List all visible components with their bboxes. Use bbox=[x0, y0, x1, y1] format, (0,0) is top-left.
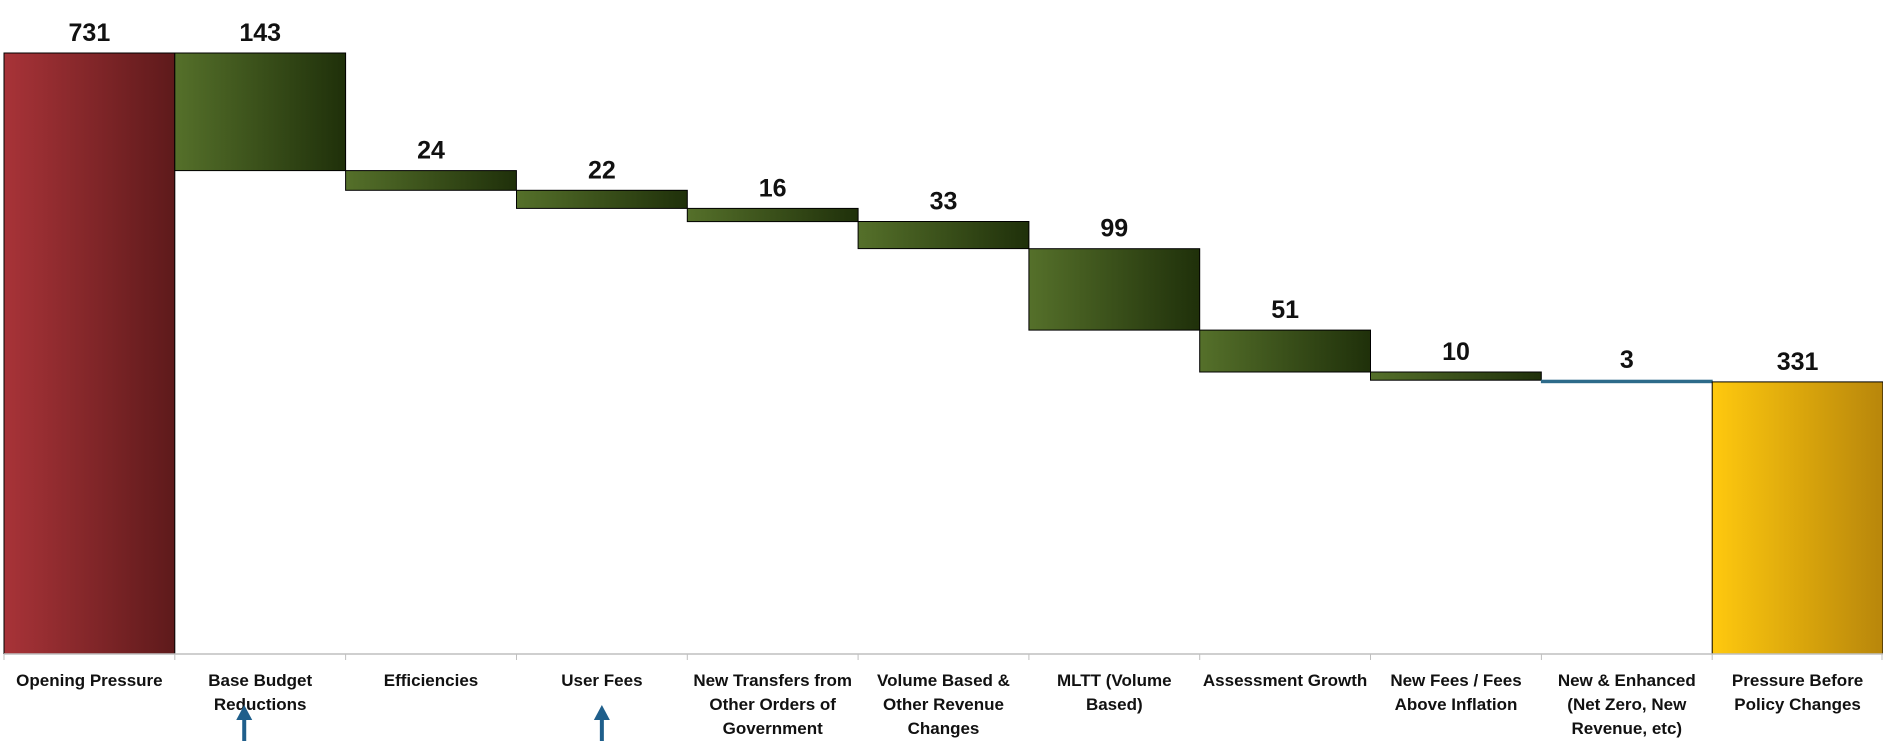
bar-base-budget-reductions bbox=[174, 52, 347, 172]
category-label-line: New Transfers from bbox=[693, 671, 852, 690]
value-label-mltt-volume-based: 99 bbox=[1100, 215, 1128, 243]
category-label-line: Government bbox=[723, 719, 823, 738]
bar-user-fees bbox=[516, 189, 688, 209]
category-label-assessment-growth: Assessment Growth bbox=[1203, 671, 1367, 690]
category-label-pressure-before-policy-changes: Pressure Before Policy Changes bbox=[1732, 671, 1863, 714]
category-label-line: Policy Changes bbox=[1734, 695, 1861, 714]
category-label-line: Pressure Before bbox=[1732, 671, 1863, 690]
bar-efficiencies bbox=[345, 170, 517, 191]
bar-new-enhanced-net-zero-new-revenue-etc bbox=[1540, 379, 1713, 384]
category-label-line: Assessment Growth bbox=[1203, 671, 1367, 690]
category-label-new-fees-fees-above-inflation: New Fees / Fees Above Inflation bbox=[1390, 671, 1521, 714]
bar-volume-based-other-revenue-changes bbox=[857, 221, 1030, 250]
bar-new-fees-fees-above-inflation bbox=[1370, 371, 1542, 381]
category-label-line: Based) bbox=[1086, 695, 1143, 714]
value-label-pressure-before-policy-changes: 331 bbox=[1777, 348, 1819, 376]
value-label-user-fees: 22 bbox=[588, 156, 616, 184]
category-label-line: Changes bbox=[908, 719, 980, 738]
category-label-base-budget-reductions: Base Budget Reductions bbox=[208, 671, 312, 714]
category-label-line: Reductions bbox=[214, 695, 307, 714]
category-label-user-fees: User Fees bbox=[561, 671, 642, 690]
category-label-line: New & Enhanced bbox=[1558, 671, 1696, 690]
category-label-line: Above Inflation bbox=[1395, 695, 1518, 714]
bar-new-transfers-from-other-orders-of-government bbox=[686, 207, 859, 223]
x-axis bbox=[3, 653, 1883, 660]
value-label-efficiencies: 24 bbox=[417, 137, 445, 165]
category-label-line: MLTT (Volume bbox=[1057, 671, 1172, 690]
category-label-volume-based-other-revenue-changes: Volume Based & Other Revenue Changes bbox=[877, 671, 1010, 738]
bar-pressure-before-policy-changes bbox=[1711, 381, 1883, 655]
category-label-line: Volume Based & bbox=[877, 671, 1010, 690]
category-label-mltt-volume-based: MLTT (Volume Based) bbox=[1057, 671, 1172, 714]
bars-layer bbox=[3, 52, 1883, 655]
bar-opening-pressure bbox=[3, 52, 176, 655]
value-label-base-budget-reductions: 143 bbox=[239, 19, 281, 47]
category-label-new-transfers-from-other-orders-of-government: New Transfers from Other Orders of Governm… bbox=[693, 671, 852, 738]
value-label-new-fees-fees-above-inflation: 10 bbox=[1442, 338, 1470, 366]
value-label-new-enhanced-net-zero-new-revenue-etc: 3 bbox=[1620, 346, 1634, 374]
highlight-arrow-icon bbox=[593, 705, 610, 741]
category-label-line: Other Orders of bbox=[709, 695, 836, 714]
category-label-line: Revenue, etc) bbox=[1572, 719, 1683, 738]
bar-mltt-volume-based bbox=[1028, 248, 1201, 331]
category-label-line: Base Budget bbox=[208, 671, 312, 690]
category-label-line: Other Revenue bbox=[883, 695, 1004, 714]
highlight-arrow-icon bbox=[236, 705, 253, 741]
category-label-line: New Fees / Fees bbox=[1390, 671, 1521, 690]
category-label-line: User Fees bbox=[561, 671, 642, 690]
category-label-efficiencies: Efficiencies bbox=[384, 671, 479, 690]
category-label-new-enhanced-net-zero-new-revenue-etc: New & Enhanced (Net Zero, New Revenue, etc… bbox=[1558, 671, 1696, 738]
value-label-volume-based-other-revenue-changes: 33 bbox=[930, 188, 958, 216]
bar-assessment-growth bbox=[1199, 329, 1371, 373]
category-label-opening-pressure: Opening Pressure bbox=[16, 671, 162, 690]
category-label-line: Opening Pressure bbox=[16, 671, 162, 690]
arrows-layer bbox=[236, 705, 610, 741]
labels-layer: 731 Opening Pressure 143 Base Budget Reducti… bbox=[16, 19, 1863, 738]
value-label-new-transfers-from-other-orders-of-government: 16 bbox=[759, 174, 787, 202]
category-label-line: Efficiencies bbox=[384, 671, 479, 690]
value-label-assessment-growth: 51 bbox=[1271, 296, 1299, 324]
value-label-opening-pressure: 731 bbox=[69, 19, 111, 47]
category-label-line: (Net Zero, New bbox=[1567, 695, 1687, 714]
